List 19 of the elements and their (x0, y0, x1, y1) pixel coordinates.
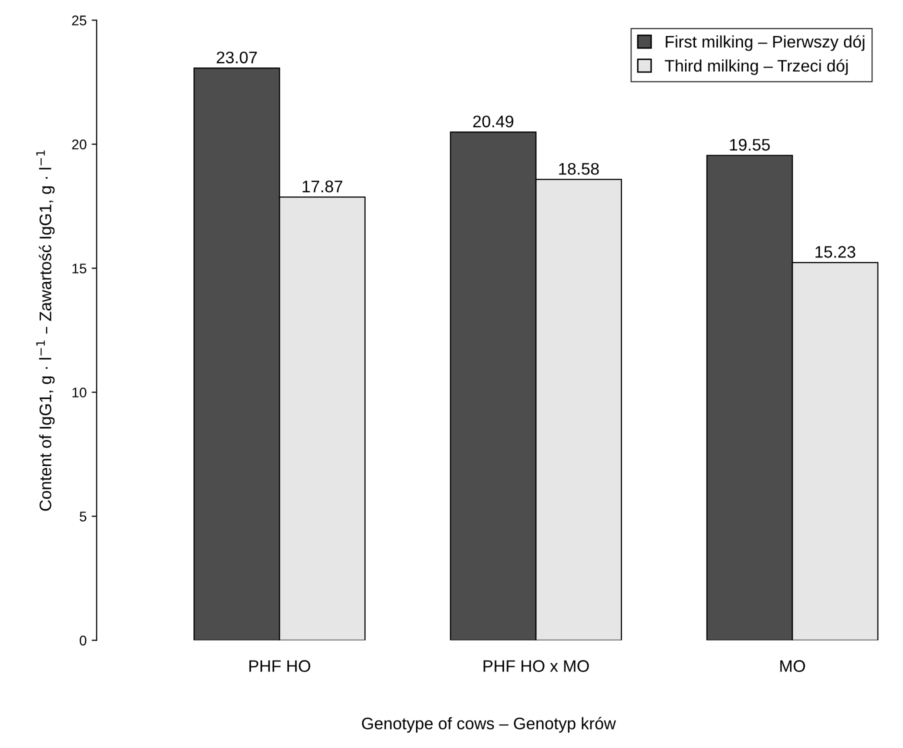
legend-label: First milking – Pierwszy dój (666, 35, 864, 51)
y-tick-label: 15 (72, 264, 86, 274)
y-axis-title: Content of IgG1, g · l$^{−1}$ – Zawartość IgG1, g · l$^{−1}$ (36, 150, 55, 511)
y-tick-label: 0 (80, 636, 86, 646)
data-label: 23.07 (216, 52, 257, 64)
x-tick-label: PHF HO x MO (484, 660, 589, 672)
x-tick-label: MO (780, 660, 806, 672)
data-label: 15.23 (816, 246, 856, 258)
data-label: 20.49 (473, 116, 514, 128)
y-tick-label: 20 (72, 140, 86, 150)
data-label: 19.55 (730, 138, 770, 151)
y-tick-label: 5 (80, 512, 86, 522)
data-label: 18.58 (559, 162, 599, 175)
legend-label: Third milking – Trzeci dój (664, 59, 848, 75)
y-tick-label: 25 (72, 16, 86, 26)
data-label: 17.87 (302, 180, 342, 192)
y-tick-label: 10 (72, 388, 86, 398)
x-tick-label: PHF HO (249, 660, 310, 672)
x-axis-title: Genotype of cows – Genotyp krów (362, 716, 616, 733)
